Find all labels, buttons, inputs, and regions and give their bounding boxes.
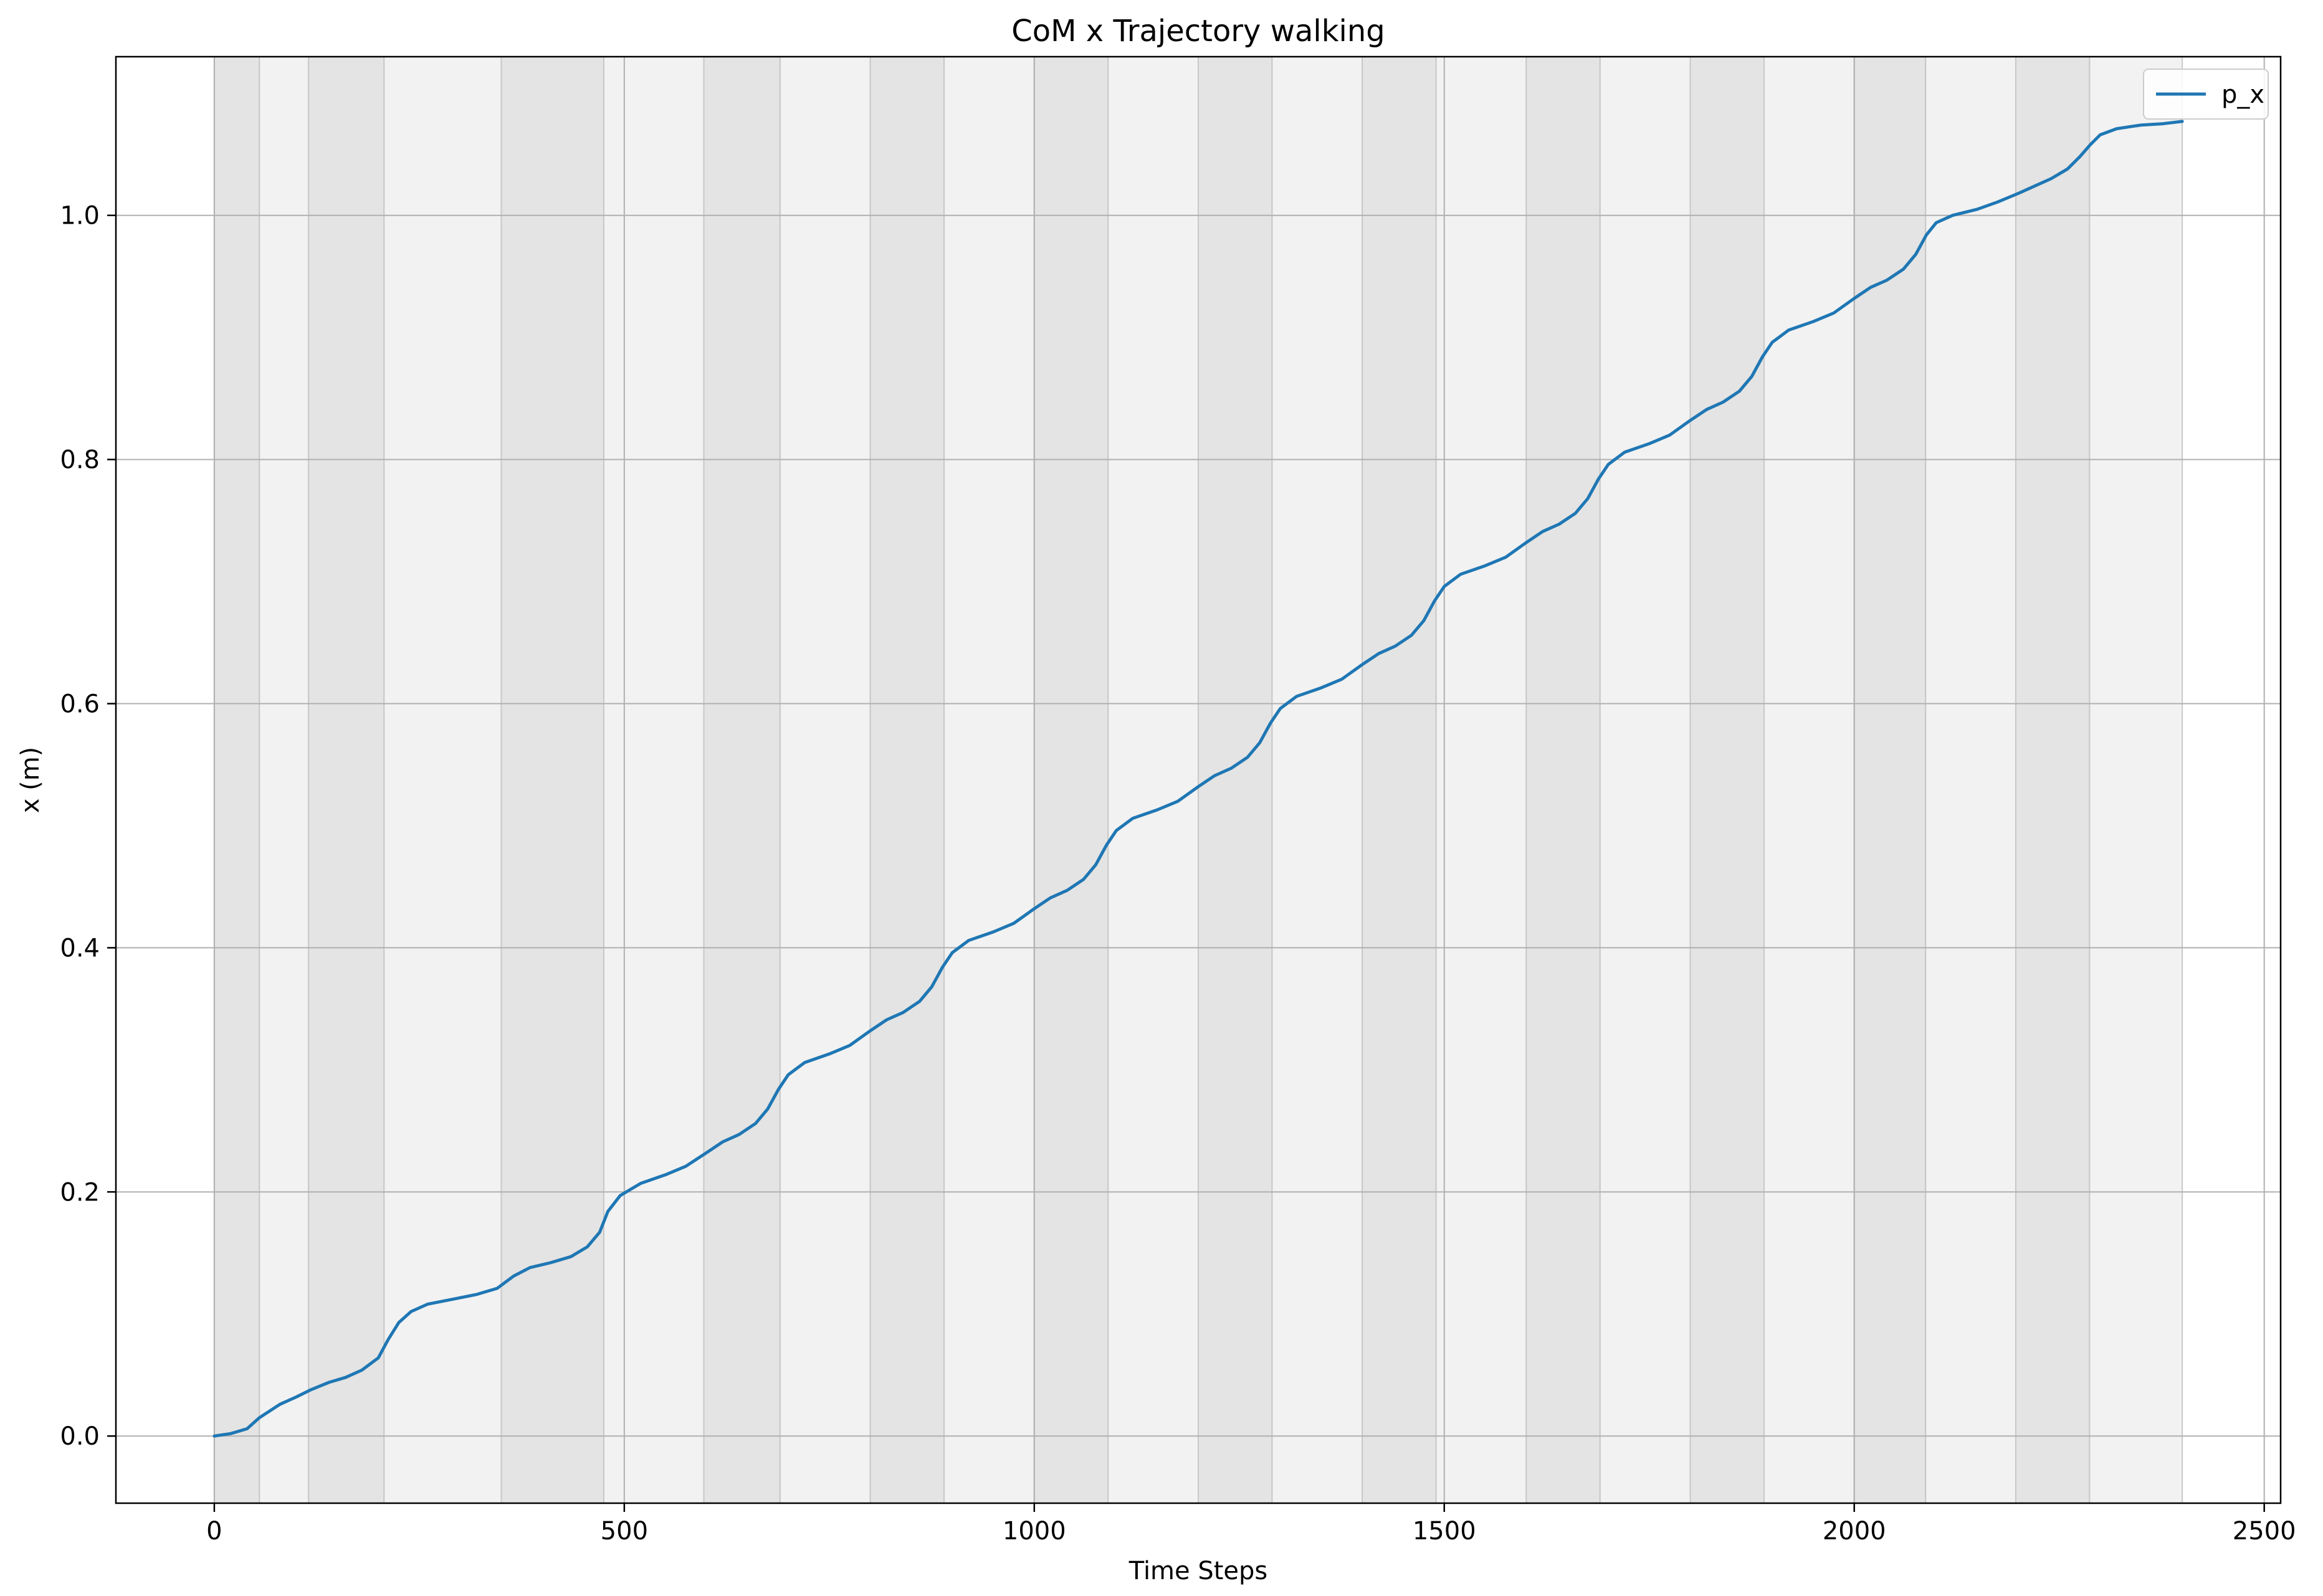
y-axis-label: x (m): [16, 747, 45, 814]
axis-ticks: 0 500 1000 1500 2000 2500 0.0 0.2 0.4 0.6 0.8 1.0: [60, 202, 2296, 1546]
y-tick-label-0: 0.0: [60, 1422, 100, 1451]
shaded-band-23: [2089, 56, 2183, 1504]
shaded-band-6: [703, 56, 781, 1504]
shaded-band-11: [1107, 56, 1199, 1504]
shaded-band-19: [1763, 56, 1855, 1504]
shaded-band-13: [1271, 56, 1363, 1504]
y-tick-label-2: 0.4: [60, 934, 100, 962]
shaded-band-2: [308, 56, 385, 1504]
shaded-band-18: [1689, 56, 1765, 1504]
shaded-band-0: [213, 56, 260, 1504]
grid-lines: [116, 57, 2281, 1503]
shaded-band-9: [943, 56, 1035, 1504]
chart-title: CoM x Trajectory walking: [1011, 14, 1385, 49]
y-tick-label-3: 0.6: [60, 690, 100, 719]
x-tick-label-1: 500: [601, 1517, 648, 1546]
shaded-band-1: [259, 56, 310, 1504]
shaded-band-22: [2015, 56, 2091, 1504]
shaded-band-15: [1435, 56, 1527, 1504]
y-tick-label-4: 0.8: [60, 446, 100, 475]
shaded-band-3: [383, 56, 502, 1504]
y-tick-label-5: 1.0: [60, 202, 100, 230]
x-tick-label-2: 1000: [1003, 1517, 1066, 1546]
shaded-bands: [213, 56, 2183, 1504]
y-tick-label-1: 0.2: [60, 1178, 100, 1207]
x-tick-label-3: 1500: [1413, 1517, 1476, 1546]
shaded-band-14: [1362, 56, 1437, 1504]
shaded-band-10: [1033, 56, 1109, 1504]
shaded-band-8: [869, 56, 945, 1504]
shaded-band-21: [1925, 56, 2016, 1504]
shaded-band-17: [1599, 56, 1691, 1504]
x-tick-label-5: 2500: [2233, 1517, 2296, 1546]
shaded-band-4: [500, 56, 604, 1504]
legend: p_x: [2143, 69, 2269, 120]
shaded-band-20: [1853, 56, 1927, 1504]
shaded-band-16: [1525, 56, 1601, 1504]
x-axis-label: Time Steps: [1128, 1557, 1268, 1585]
series-line-p_x: [212, 120, 2184, 1438]
legend-label-p_x: p_x: [2221, 80, 2264, 109]
shaded-band-7: [779, 56, 871, 1504]
x-tick-label-0: 0: [206, 1517, 222, 1546]
shaded-band-5: [603, 56, 705, 1504]
series-layer: [212, 120, 2184, 1438]
plot-frame: [115, 55, 2282, 1504]
x-tick-label-4: 2000: [1823, 1517, 1886, 1546]
